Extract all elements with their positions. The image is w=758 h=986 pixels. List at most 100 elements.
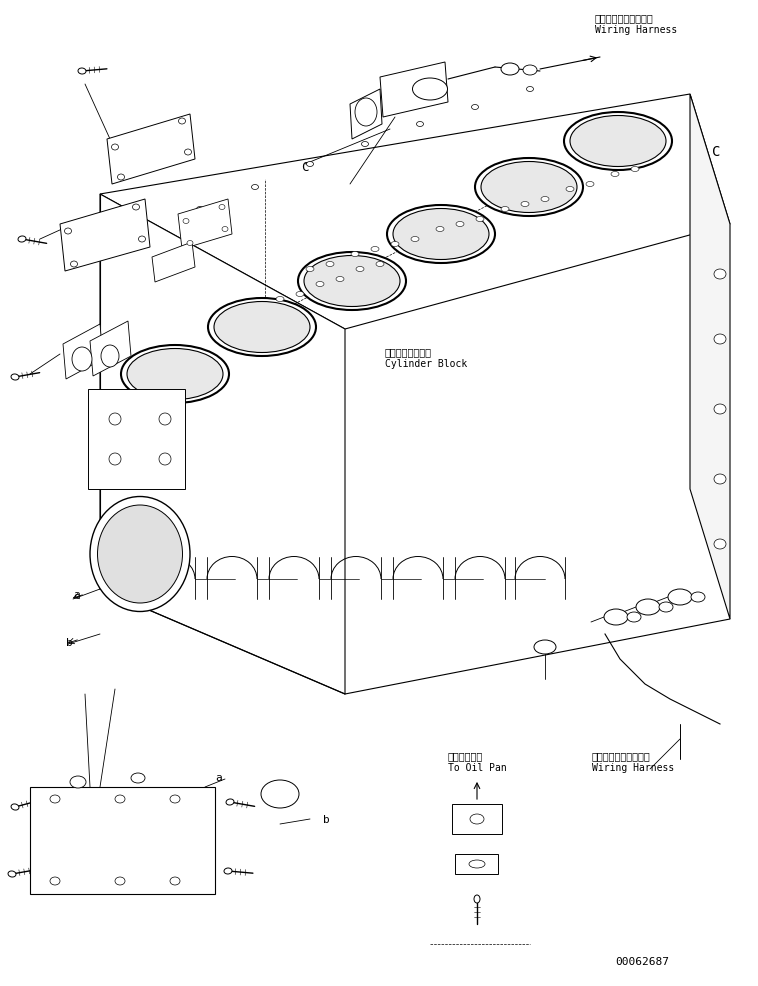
Polygon shape [100, 195, 345, 694]
Ellipse shape [78, 69, 86, 75]
Ellipse shape [631, 168, 639, 173]
Ellipse shape [476, 217, 484, 222]
Ellipse shape [668, 590, 692, 605]
Ellipse shape [436, 227, 444, 233]
Ellipse shape [226, 800, 234, 806]
Polygon shape [88, 389, 185, 489]
Ellipse shape [691, 593, 705, 602]
Ellipse shape [8, 871, 16, 878]
Polygon shape [452, 805, 502, 834]
Ellipse shape [351, 252, 359, 257]
Ellipse shape [371, 247, 379, 252]
Text: b: b [323, 814, 330, 824]
Ellipse shape [115, 795, 125, 804]
Ellipse shape [391, 243, 399, 247]
Ellipse shape [306, 267, 314, 272]
Polygon shape [380, 63, 448, 118]
Ellipse shape [523, 66, 537, 76]
Ellipse shape [159, 413, 171, 426]
Ellipse shape [714, 474, 726, 484]
Ellipse shape [659, 602, 673, 612]
Text: シリンダブロック: シリンダブロック [385, 347, 432, 357]
Ellipse shape [636, 599, 660, 615]
Ellipse shape [412, 79, 447, 101]
Polygon shape [90, 321, 131, 377]
Ellipse shape [411, 238, 419, 243]
Polygon shape [178, 200, 232, 249]
Ellipse shape [252, 185, 258, 190]
Ellipse shape [534, 640, 556, 655]
Polygon shape [100, 95, 730, 329]
Ellipse shape [541, 197, 549, 202]
Ellipse shape [564, 112, 672, 171]
Ellipse shape [362, 142, 368, 147]
Ellipse shape [90, 497, 190, 612]
Text: オイルパンヘ: オイルパンヘ [448, 750, 484, 760]
Ellipse shape [159, 454, 171, 465]
Ellipse shape [224, 868, 232, 875]
Ellipse shape [604, 609, 628, 625]
Text: a: a [215, 772, 222, 782]
Ellipse shape [336, 277, 344, 282]
Text: a: a [73, 590, 80, 599]
Ellipse shape [393, 209, 489, 260]
Ellipse shape [501, 64, 519, 76]
Polygon shape [63, 324, 103, 380]
Ellipse shape [304, 256, 400, 308]
Ellipse shape [196, 207, 203, 212]
Text: Cylinder Block: Cylinder Block [385, 359, 467, 369]
Text: Wiring Harness: Wiring Harness [592, 762, 675, 772]
Ellipse shape [298, 252, 406, 311]
Ellipse shape [50, 878, 60, 885]
Ellipse shape [133, 205, 139, 211]
Ellipse shape [72, 348, 92, 372]
Ellipse shape [276, 297, 284, 302]
Ellipse shape [471, 106, 478, 110]
Text: Wiring Harness: Wiring Harness [595, 25, 677, 35]
Ellipse shape [261, 780, 299, 809]
Text: ワイヤリングハーネス: ワイヤリングハーネス [595, 13, 653, 23]
Ellipse shape [115, 878, 125, 885]
Ellipse shape [627, 612, 641, 622]
Ellipse shape [187, 242, 193, 246]
Ellipse shape [316, 282, 324, 287]
Polygon shape [60, 200, 150, 272]
Ellipse shape [11, 375, 19, 381]
Ellipse shape [326, 262, 334, 267]
Ellipse shape [527, 88, 534, 93]
Ellipse shape [714, 270, 726, 280]
Ellipse shape [306, 163, 314, 168]
Ellipse shape [456, 222, 464, 227]
Ellipse shape [714, 334, 726, 345]
Ellipse shape [470, 814, 484, 824]
Ellipse shape [214, 302, 310, 353]
Ellipse shape [18, 237, 26, 243]
Text: C: C [301, 162, 309, 175]
Ellipse shape [475, 159, 583, 217]
Ellipse shape [117, 175, 124, 180]
Ellipse shape [170, 878, 180, 885]
Polygon shape [107, 115, 195, 184]
Ellipse shape [714, 404, 726, 414]
Ellipse shape [208, 299, 316, 357]
Ellipse shape [64, 229, 71, 235]
Ellipse shape [101, 346, 119, 368]
Text: b: b [66, 637, 73, 648]
Ellipse shape [111, 145, 118, 151]
Ellipse shape [109, 454, 121, 465]
Text: C: C [712, 145, 720, 159]
Ellipse shape [219, 205, 225, 210]
Text: ワイヤリングハーネス: ワイヤリングハーネス [592, 750, 651, 760]
Ellipse shape [714, 539, 726, 549]
Ellipse shape [222, 227, 228, 233]
Ellipse shape [355, 99, 377, 127]
Ellipse shape [376, 262, 384, 267]
Polygon shape [30, 787, 215, 894]
Ellipse shape [109, 413, 121, 426]
Ellipse shape [416, 122, 424, 127]
Ellipse shape [474, 895, 480, 903]
Ellipse shape [142, 233, 149, 238]
Ellipse shape [11, 805, 19, 810]
Ellipse shape [70, 261, 77, 268]
Ellipse shape [70, 776, 86, 788]
